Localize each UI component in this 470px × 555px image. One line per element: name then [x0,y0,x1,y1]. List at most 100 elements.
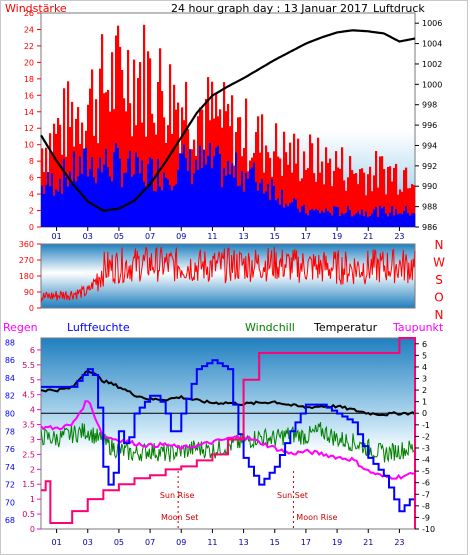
temp-tick-label: -7 [422,490,430,499]
pressure-tick-label: 990 [422,182,437,191]
gust-bar [289,142,292,227]
gust-bar [205,98,208,227]
average-bar [71,181,74,227]
average-bar [359,214,362,227]
average-bar [73,151,76,227]
gust-bar [71,101,74,227]
average-bar [239,185,242,227]
gust-bar [317,137,320,227]
temperature-humidity-panel: Sun Rise Sun Set Moon Set Moon Rise 0 0.5 1 1.… [3,321,444,547]
average-bar [241,171,244,227]
average-bar [343,214,346,227]
gust-bar [403,170,406,227]
hour-tick-label: 11 [207,232,217,241]
moon-set-label: Moon Set [161,513,198,522]
wind-tick-label: 10 [24,141,34,150]
average-bar [261,179,264,227]
gust-bar [321,161,324,227]
pressure-tick-label: 1000 [422,80,442,89]
rain-tick-label: 2 [30,465,35,474]
average-bar [349,210,352,227]
average-bar [255,182,258,227]
humidity-tick-label: 74 [5,463,15,472]
gust-bar [149,58,152,228]
average-bar [93,177,96,227]
average-bar [297,208,300,227]
average-bar [329,212,332,227]
gust-bar [319,172,322,227]
average-bar [117,147,120,227]
average-bar [323,212,326,227]
gust-bar [397,194,400,227]
average-bar [51,173,54,227]
gust-bar [237,117,240,227]
hour-tick-label: 21 [363,538,373,547]
rain-tick-label: 0 [30,525,35,534]
gust-bar [285,152,288,227]
pressure-line [40,29,416,212]
average-bar [281,189,284,227]
average-bar [119,158,122,227]
gust-bar [89,88,92,227]
average-bar [185,158,188,227]
direction-tick-label: 360 [19,240,34,249]
average-bar [173,186,176,227]
average-bar [395,208,398,227]
average-bar [351,216,354,227]
direction-axis-ticks: 360 270 180 90 0 [19,240,41,313]
wind-tick-label: 6 [29,174,34,183]
gust-bar [293,133,296,227]
gust-bar [107,89,110,227]
humidity-tick-label: 78 [5,427,15,436]
average-bar [215,147,218,227]
average-bar [125,172,128,227]
rain-tick-label: 3.5 [22,421,35,430]
average-bar [317,210,320,227]
gust-bar [311,143,314,227]
average-bar [353,215,356,227]
average-bar [177,169,180,227]
gust-bar [357,184,360,227]
average-bar [77,176,80,227]
temperature-line [40,369,416,417]
luftdruck-label: Luftdruck [373,2,425,15]
average-bar [115,142,118,227]
gust-bar [261,114,264,227]
average-bar [305,213,308,227]
gust-bar [57,117,60,227]
direction-tick-label: 180 [19,272,34,281]
average-bar [81,173,84,227]
wind-tick-label: 22 [24,42,34,51]
hour-tick-label: 09 [176,232,186,241]
average-bar [221,187,224,227]
average-bar [253,162,256,227]
gust-bar [95,99,98,227]
average-bar [331,215,334,227]
average-bar [319,213,322,227]
average-bar [283,207,286,227]
gust-bar [119,46,122,228]
pressure-axis-ticks: 986 988 990 992 994 996 998 1000 1002 1004 1006 [415,19,442,232]
average-bar [377,217,380,227]
pressure-tick-label: 1002 [422,60,442,69]
gust-bar [255,132,258,227]
gust-bar [101,34,104,228]
pressure-tick-label: 1004 [422,40,442,49]
temp-tick-label: -6 [422,479,430,488]
gust-bar [109,111,112,227]
average-bar [207,156,210,227]
average-bar [191,184,194,227]
gust-bar [283,131,286,227]
rain-tick-label: 3 [30,435,35,444]
gust-bar [171,133,174,227]
direction-tick-label: 0 [29,304,34,313]
windstaerke-label: Windstärke [5,2,67,15]
gust-bar [287,164,290,227]
gust-bar [91,69,94,227]
gust-bar [331,186,334,227]
gust-bar [125,111,128,227]
gust-bar [61,154,64,227]
gust-bar [377,187,380,227]
sun-set-label: Sun Set [277,491,308,500]
